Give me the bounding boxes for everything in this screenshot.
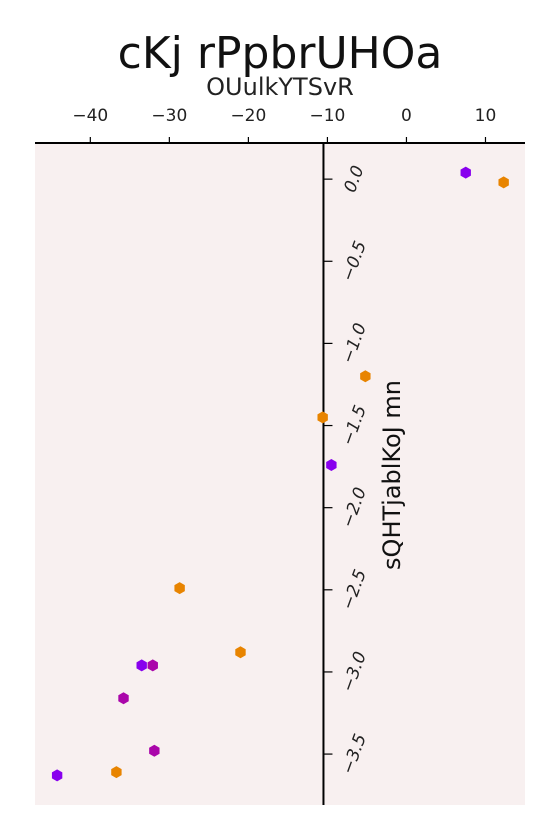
data-point-series-1 — [51, 769, 63, 782]
y-axis-label: sQHTjablKoJ mn — [378, 380, 406, 570]
x-tick-label: −20 — [230, 106, 266, 126]
data-point-series-2 — [498, 176, 509, 189]
chart-title: cKj rPpbrUHOa — [118, 28, 443, 79]
data-point-series-3 — [149, 744, 160, 757]
data-point-series-2 — [111, 766, 122, 779]
data-point-series-1 — [136, 659, 147, 672]
data-point-series-1 — [326, 458, 337, 471]
x-tick-label: −40 — [72, 106, 108, 126]
x-axis-label: OUulkYTSvR — [206, 73, 354, 101]
data-point-series-2 — [174, 582, 185, 595]
x-tick-label: 10 — [475, 106, 497, 126]
data-point-series-3 — [118, 692, 129, 705]
data-point-series-2 — [360, 370, 371, 383]
data-point-series-2 — [235, 646, 246, 659]
plot-area — [35, 143, 525, 805]
data-point-series-1 — [460, 166, 471, 179]
data-point-series-3 — [147, 659, 158, 672]
x-tick-label: −10 — [309, 106, 345, 126]
x-tick-label: −30 — [151, 106, 187, 126]
data-point-series-2 — [317, 411, 328, 424]
x-tick-label: 0 — [401, 106, 412, 126]
